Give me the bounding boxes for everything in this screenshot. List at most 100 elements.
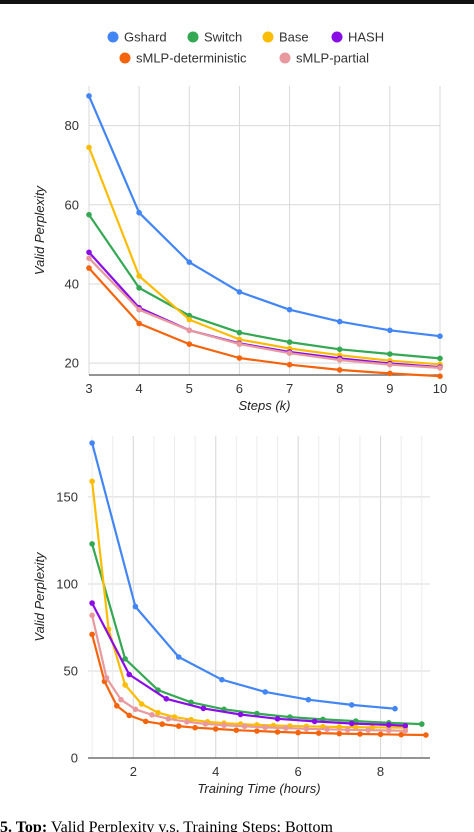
point-base-3	[236, 336, 243, 343]
x-tick-label-6: 6	[236, 381, 243, 396]
point-smlp-deterministic-8	[212, 726, 219, 732]
legend-label-smlp-partial: sMLP-partial	[296, 51, 369, 66]
point-smlp-partial-14	[344, 727, 351, 733]
series-line-base	[91, 481, 406, 729]
point-gshard-1	[132, 603, 139, 610]
point-smlp-deterministic-13	[315, 730, 322, 736]
point-hash-6	[311, 718, 318, 725]
point-smlp-deterministic-9	[233, 727, 240, 733]
point-switch-1	[122, 656, 128, 662]
point-base-16	[353, 724, 359, 730]
point-smlp-partial-8	[221, 722, 227, 729]
point-smlp-deterministic-3	[236, 355, 243, 361]
legend-marker-smlp-deterministic	[119, 52, 131, 64]
point-switch-4	[286, 339, 293, 345]
caption-text: Valid Perplexity v.s. Training Steps; Bo…	[47, 819, 333, 832]
y-tick-label-40: 40	[65, 276, 79, 291]
point-smlp-deterministic-7	[192, 724, 198, 731]
series-line-smlp-deterministic	[91, 634, 426, 737]
point-smlp-partial-3	[132, 706, 139, 713]
point-gshard-5	[336, 318, 343, 325]
point-smlp-deterministic-5	[336, 367, 343, 373]
point-smlp-deterministic-14	[336, 730, 343, 737]
point-smlp-partial-3	[236, 341, 243, 347]
point-smlp-deterministic-7	[437, 373, 443, 380]
series-line-smlp-partial	[88, 257, 441, 369]
point-switch-10	[419, 721, 425, 727]
point-base-1	[136, 273, 142, 279]
point-hash-9	[402, 723, 409, 729]
point-switch-0	[86, 211, 92, 218]
legend-marker-gshard	[107, 31, 119, 43]
point-gshard-5	[305, 696, 312, 703]
point-gshard-2	[186, 259, 193, 266]
point-switch-3	[236, 329, 243, 336]
x-tick-label-8: 8	[377, 764, 384, 779]
y-tick-label-0: 0	[71, 751, 78, 766]
point-smlp-partial-10	[262, 724, 269, 731]
point-smlp-deterministic-12	[295, 729, 301, 736]
chart-training-time: 0 50 100 150 2 4 6 8 Training Time (hours) Valid …	[32, 436, 430, 796]
x-tick-label-4: 4	[136, 381, 143, 396]
series-line-hash	[91, 602, 406, 727]
point-hash-4	[237, 711, 244, 718]
point-smlp-partial-4	[286, 350, 293, 357]
point-smlp-partial-6	[184, 719, 190, 725]
legend-label-base: Base	[279, 30, 309, 45]
point-smlp-partial-15	[365, 727, 372, 733]
caption-label: 5. Top:	[0, 819, 48, 832]
point-gshard-1	[136, 209, 142, 216]
x-tick-label-2: 2	[130, 764, 137, 779]
point-smlp-partial-4	[149, 712, 155, 718]
series-line-smlp-partial	[91, 615, 406, 732]
y-tick-label-50: 50	[64, 663, 78, 678]
point-hash-7	[348, 720, 355, 727]
legend-marker-switch	[187, 31, 199, 43]
point-smlp-partial-2	[118, 696, 124, 703]
y-axis-title: Valid Perplexity	[32, 184, 47, 275]
point-smlp-deterministic-10	[254, 728, 260, 734]
point-gshard-4	[262, 689, 269, 695]
point-smlp-deterministic-1	[136, 320, 142, 327]
point-base-2	[122, 682, 128, 688]
legend-label-gshard: Gshard	[124, 30, 167, 45]
y-tick-label-80: 80	[65, 118, 79, 133]
x-tick-label-8: 8	[336, 381, 343, 396]
point-switch-6	[387, 351, 393, 357]
point-base-17	[369, 724, 376, 731]
point-smlp-deterministic-6	[175, 723, 182, 729]
chart-steps: 20 40 60 80 3 4 5 6 7 8 9 10 Steps (k) Valid Perplexi…	[32, 86, 447, 413]
point-gshard-7	[437, 333, 443, 340]
top-border	[0, 0, 474, 4]
point-smlp-deterministic-5	[159, 721, 165, 727]
x-tick-label-6: 6	[295, 764, 302, 779]
point-smlp-deterministic-17	[398, 731, 405, 738]
legend-marker-base	[262, 31, 274, 43]
point-base-15	[336, 724, 343, 730]
x-tick-label-3: 3	[85, 381, 92, 396]
point-switch-7	[437, 355, 443, 362]
point-smlp-deterministic-11	[274, 729, 281, 735]
point-smlp-deterministic-6	[387, 370, 393, 377]
point-base-3	[138, 701, 145, 707]
point-hash-1	[126, 671, 132, 678]
legend-label-hash: HASH	[348, 30, 384, 45]
point-gshard-6	[387, 327, 393, 334]
series-line-smlp-deterministic	[88, 267, 441, 378]
figure-caption: 5. Top: Valid Perplexity v.s. Training S…	[0, 816, 474, 832]
point-smlp-deterministic-16	[377, 731, 384, 738]
x-tick-label-4: 4	[212, 764, 219, 779]
point-smlp-deterministic-0	[86, 265, 92, 271]
legend: Gshard Switch Base HASH sMLP-deterministic sM…	[107, 30, 384, 66]
point-smlp-partial-0	[86, 255, 92, 261]
point-gshard-3	[236, 289, 243, 295]
point-switch-5	[336, 346, 343, 353]
point-hash-2	[163, 696, 170, 702]
y-tick-label-20: 20	[65, 356, 79, 371]
point-smlp-partial-17	[402, 728, 409, 734]
point-smlp-partial-1	[103, 675, 110, 681]
point-smlp-deterministic-4	[142, 718, 149, 725]
point-base-4	[155, 709, 161, 716]
y-tick-label-100: 100	[56, 576, 78, 591]
legend-marker-smlp-partial	[279, 52, 291, 64]
